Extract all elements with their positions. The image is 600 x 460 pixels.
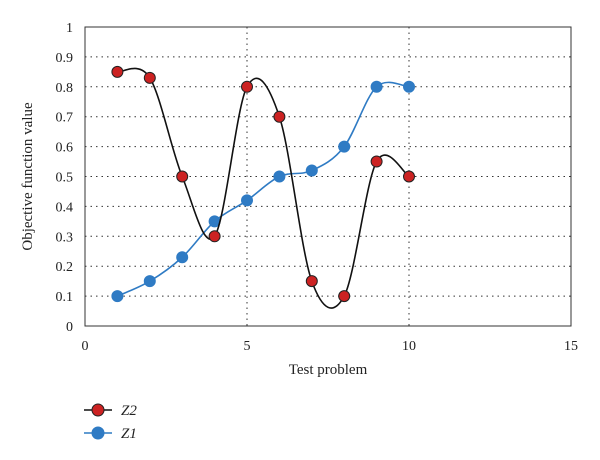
y-tick-label: 0.7 [56,111,74,126]
data-point-z1 [370,80,383,93]
series-z2 [111,65,415,309]
tick-labels: 00.10.20.30.40.50.60.70.80.910 5 10 15 [56,21,579,354]
y-tick-label: 0.4 [56,200,74,215]
data-point-z1 [338,140,351,153]
data-point-z2 [208,230,221,243]
x-tick-label: 10 [402,339,416,354]
legend-label-z2: Z2 [121,403,137,419]
data-point-z2 [143,71,156,84]
y-tick-label: 0.3 [56,230,74,245]
data-point-z1 [241,194,253,207]
data-point-z2 [176,170,189,183]
y-tick-label: 0.8 [56,81,74,96]
y-tick-label: 0.6 [56,141,74,156]
x-tick-label: 0 [82,339,89,354]
legend-item-z1: Z1 [84,426,137,442]
data-point-z1 [273,170,286,183]
data-point-z1 [111,290,124,303]
x-tick-label: 15 [564,339,578,354]
data-point-z2 [241,80,253,93]
y-tick-label: 1 [66,21,73,36]
y-tick-label: 0.2 [56,260,74,275]
series-line-z2 [117,67,410,309]
data-point-z2 [370,155,383,168]
grid [85,27,571,326]
legend-item-z2: Z2 [84,403,137,419]
data-point-z1 [176,251,189,264]
data-point-z2 [111,65,124,78]
legend-marker-z2 [91,403,105,417]
y-tick-label: 0.5 [56,171,74,186]
data-point-z2 [273,110,286,123]
series-z1 [111,80,415,303]
x-axis-title: Test problem [289,362,368,378]
data-point-z2 [305,275,318,288]
y-tick-label: 0 [66,320,73,335]
data-point-z1 [305,164,318,177]
x-tick-label: 5 [244,339,251,354]
y-tick-label: 0.1 [56,290,74,305]
legend-marker-z1 [91,426,105,440]
y-tick-label: 0.9 [56,51,74,66]
data-point-z2 [403,170,415,183]
legend-label-z1: Z1 [121,426,137,442]
series-line-z1 [117,81,410,297]
series-layer [111,65,415,309]
legend: Z2 Z1 [84,403,137,442]
data-point-z1 [143,275,156,288]
data-point-z1 [403,80,415,93]
plot-frame [84,26,572,327]
data-point-z2 [338,290,351,303]
y-axis-title: Objective function value [20,102,36,251]
